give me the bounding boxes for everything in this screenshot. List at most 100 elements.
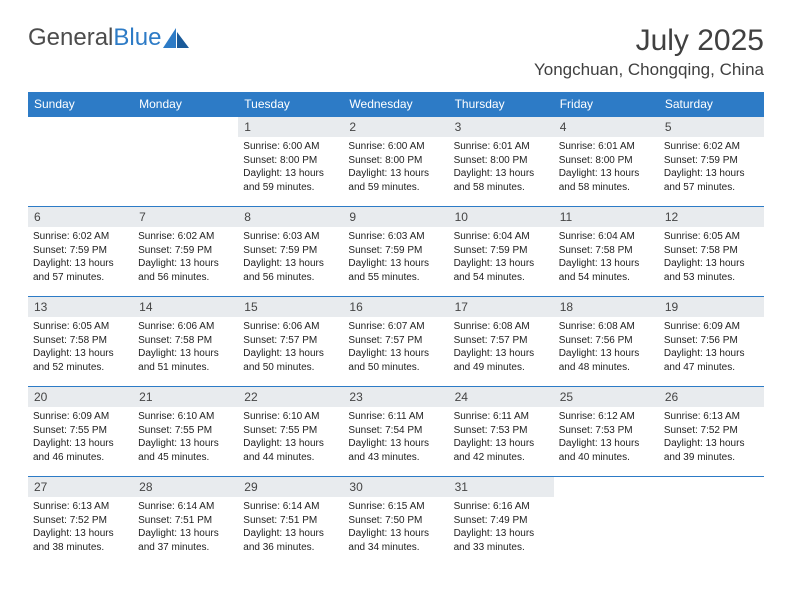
- day-content: Sunrise: 6:09 AMSunset: 7:56 PMDaylight:…: [659, 317, 764, 380]
- day-content: Sunrise: 6:02 AMSunset: 7:59 PMDaylight:…: [133, 227, 238, 290]
- day-content: Sunrise: 6:05 AMSunset: 7:58 PMDaylight:…: [659, 227, 764, 290]
- day-number: 20: [28, 387, 133, 407]
- calendar-cell: 16Sunrise: 6:07 AMSunset: 7:57 PMDayligh…: [343, 297, 448, 387]
- calendar-week-row: 6Sunrise: 6:02 AMSunset: 7:59 PMDaylight…: [28, 207, 764, 297]
- sunrise-line: Sunrise: 6:00 AM: [348, 140, 443, 154]
- day-content: Sunrise: 6:00 AMSunset: 8:00 PMDaylight:…: [343, 137, 448, 200]
- sunset-line: Sunset: 7:55 PM: [33, 424, 128, 438]
- sunset-line: Sunset: 7:53 PM: [454, 424, 549, 438]
- day-content: Sunrise: 6:01 AMSunset: 8:00 PMDaylight:…: [554, 137, 659, 200]
- sunrise-line: Sunrise: 6:16 AM: [454, 500, 549, 514]
- calendar-cell: 27Sunrise: 6:13 AMSunset: 7:52 PMDayligh…: [28, 477, 133, 567]
- calendar-cell: 22Sunrise: 6:10 AMSunset: 7:55 PMDayligh…: [238, 387, 343, 477]
- day-content: Sunrise: 6:03 AMSunset: 7:59 PMDaylight:…: [238, 227, 343, 290]
- day-number: 4: [554, 117, 659, 137]
- daylight-line: Daylight: 13 hours and 50 minutes.: [348, 347, 443, 374]
- calendar-week-row: 1Sunrise: 6:00 AMSunset: 8:00 PMDaylight…: [28, 117, 764, 207]
- sunrise-line: Sunrise: 6:08 AM: [559, 320, 654, 334]
- daylight-line: Daylight: 13 hours and 46 minutes.: [33, 437, 128, 464]
- day-number: 18: [554, 297, 659, 317]
- daylight-line: Daylight: 13 hours and 44 minutes.: [243, 437, 338, 464]
- calendar-cell: 11Sunrise: 6:04 AMSunset: 7:58 PMDayligh…: [554, 207, 659, 297]
- day-content: Sunrise: 6:16 AMSunset: 7:49 PMDaylight:…: [449, 497, 554, 560]
- calendar-cell: 13Sunrise: 6:05 AMSunset: 7:58 PMDayligh…: [28, 297, 133, 387]
- logo: GeneralBlue: [28, 24, 189, 52]
- daylight-line: Daylight: 13 hours and 48 minutes.: [559, 347, 654, 374]
- sunrise-line: Sunrise: 6:01 AM: [559, 140, 654, 154]
- day-number: 28: [133, 477, 238, 497]
- sunrise-line: Sunrise: 6:08 AM: [454, 320, 549, 334]
- sunrise-line: Sunrise: 6:13 AM: [664, 410, 759, 424]
- sunset-line: Sunset: 7:51 PM: [243, 514, 338, 528]
- daylight-line: Daylight: 13 hours and 47 minutes.: [664, 347, 759, 374]
- day-number: 8: [238, 207, 343, 227]
- day-content: Sunrise: 6:02 AMSunset: 7:59 PMDaylight:…: [28, 227, 133, 290]
- daylight-line: Daylight: 13 hours and 42 minutes.: [454, 437, 549, 464]
- daylight-line: Daylight: 13 hours and 54 minutes.: [559, 257, 654, 284]
- sunrise-line: Sunrise: 6:10 AM: [243, 410, 338, 424]
- sunrise-line: Sunrise: 6:02 AM: [33, 230, 128, 244]
- day-number: 31: [449, 477, 554, 497]
- day-content: Sunrise: 6:01 AMSunset: 8:00 PMDaylight:…: [449, 137, 554, 200]
- calendar-cell: 28Sunrise: 6:14 AMSunset: 7:51 PMDayligh…: [133, 477, 238, 567]
- calendar-cell: 9Sunrise: 6:03 AMSunset: 7:59 PMDaylight…: [343, 207, 448, 297]
- calendar-cell: 7Sunrise: 6:02 AMSunset: 7:59 PMDaylight…: [133, 207, 238, 297]
- sunrise-line: Sunrise: 6:14 AM: [243, 500, 338, 514]
- daylight-line: Daylight: 13 hours and 55 minutes.: [348, 257, 443, 284]
- day-content: Sunrise: 6:13 AMSunset: 7:52 PMDaylight:…: [659, 407, 764, 470]
- sunrise-line: Sunrise: 6:14 AM: [138, 500, 233, 514]
- sunset-line: Sunset: 8:00 PM: [559, 154, 654, 168]
- day-content: Sunrise: 6:03 AMSunset: 7:59 PMDaylight:…: [343, 227, 448, 290]
- sunset-line: Sunset: 7:59 PM: [243, 244, 338, 258]
- daylight-line: Daylight: 13 hours and 51 minutes.: [138, 347, 233, 374]
- calendar-week-row: 13Sunrise: 6:05 AMSunset: 7:58 PMDayligh…: [28, 297, 764, 387]
- calendar-cell: [133, 117, 238, 207]
- sunrise-line: Sunrise: 6:11 AM: [454, 410, 549, 424]
- day-content: Sunrise: 6:00 AMSunset: 8:00 PMDaylight:…: [238, 137, 343, 200]
- sunset-line: Sunset: 7:53 PM: [559, 424, 654, 438]
- day-content: Sunrise: 6:12 AMSunset: 7:53 PMDaylight:…: [554, 407, 659, 470]
- sunrise-line: Sunrise: 6:07 AM: [348, 320, 443, 334]
- logo-sail-icon: [163, 28, 189, 48]
- day-number: 3: [449, 117, 554, 137]
- day-number: 5: [659, 117, 764, 137]
- sunrise-line: Sunrise: 6:13 AM: [33, 500, 128, 514]
- day-number: 10: [449, 207, 554, 227]
- day-content: Sunrise: 6:05 AMSunset: 7:58 PMDaylight:…: [28, 317, 133, 380]
- day-number: 2: [343, 117, 448, 137]
- daylight-line: Daylight: 13 hours and 50 minutes.: [243, 347, 338, 374]
- daylight-line: Daylight: 13 hours and 49 minutes.: [454, 347, 549, 374]
- calendar: SundayMondayTuesdayWednesdayThursdayFrid…: [28, 92, 764, 567]
- day-content: Sunrise: 6:07 AMSunset: 7:57 PMDaylight:…: [343, 317, 448, 380]
- day-number: 29: [238, 477, 343, 497]
- day-content: Sunrise: 6:14 AMSunset: 7:51 PMDaylight:…: [133, 497, 238, 560]
- sunrise-line: Sunrise: 6:09 AM: [664, 320, 759, 334]
- day-content: Sunrise: 6:11 AMSunset: 7:54 PMDaylight:…: [343, 407, 448, 470]
- calendar-cell: 20Sunrise: 6:09 AMSunset: 7:55 PMDayligh…: [28, 387, 133, 477]
- calendar-cell: 30Sunrise: 6:15 AMSunset: 7:50 PMDayligh…: [343, 477, 448, 567]
- daylight-line: Daylight: 13 hours and 38 minutes.: [33, 527, 128, 554]
- daylight-line: Daylight: 13 hours and 36 minutes.: [243, 527, 338, 554]
- daylight-line: Daylight: 13 hours and 57 minutes.: [33, 257, 128, 284]
- daylight-line: Daylight: 13 hours and 56 minutes.: [138, 257, 233, 284]
- daylight-line: Daylight: 13 hours and 40 minutes.: [559, 437, 654, 464]
- sunset-line: Sunset: 7:59 PM: [33, 244, 128, 258]
- sunrise-line: Sunrise: 6:04 AM: [454, 230, 549, 244]
- day-number: 22: [238, 387, 343, 407]
- calendar-week-row: 27Sunrise: 6:13 AMSunset: 7:52 PMDayligh…: [28, 477, 764, 567]
- header: GeneralBlue July 2025 Yongchuan, Chongqi…: [28, 24, 764, 80]
- calendar-cell: 10Sunrise: 6:04 AMSunset: 7:59 PMDayligh…: [449, 207, 554, 297]
- calendar-cell: 6Sunrise: 6:02 AMSunset: 7:59 PMDaylight…: [28, 207, 133, 297]
- calendar-cell: 24Sunrise: 6:11 AMSunset: 7:53 PMDayligh…: [449, 387, 554, 477]
- daylight-line: Daylight: 13 hours and 59 minutes.: [243, 167, 338, 194]
- calendar-cell: 26Sunrise: 6:13 AMSunset: 7:52 PMDayligh…: [659, 387, 764, 477]
- calendar-cell: 31Sunrise: 6:16 AMSunset: 7:49 PMDayligh…: [449, 477, 554, 567]
- day-number: 1: [238, 117, 343, 137]
- calendar-cell: 17Sunrise: 6:08 AMSunset: 7:57 PMDayligh…: [449, 297, 554, 387]
- sunset-line: Sunset: 7:56 PM: [559, 334, 654, 348]
- calendar-cell: 4Sunrise: 6:01 AMSunset: 8:00 PMDaylight…: [554, 117, 659, 207]
- calendar-cell: 23Sunrise: 6:11 AMSunset: 7:54 PMDayligh…: [343, 387, 448, 477]
- logo-word2: Blue: [113, 24, 161, 51]
- sunset-line: Sunset: 7:49 PM: [454, 514, 549, 528]
- day-header: Friday: [554, 92, 659, 117]
